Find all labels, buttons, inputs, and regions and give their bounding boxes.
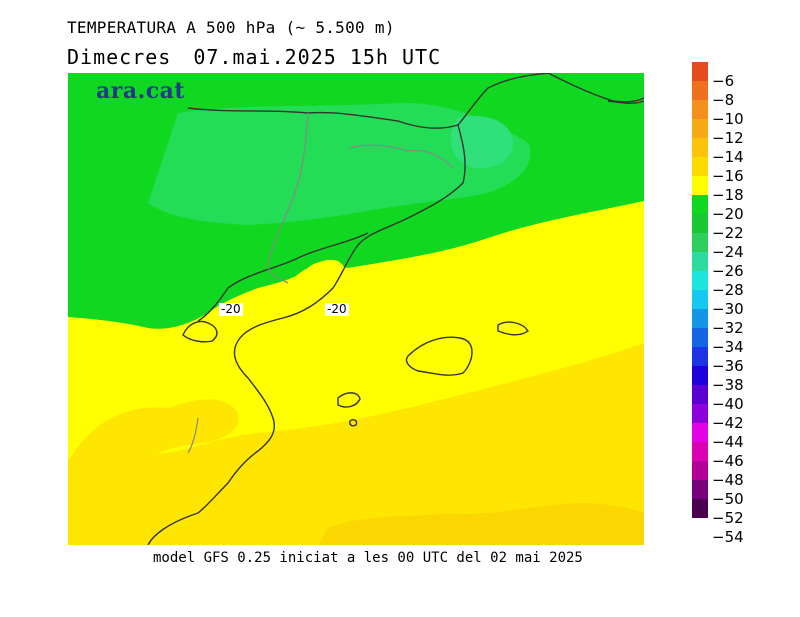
legend-swatch (692, 480, 708, 499)
legend-swatch (692, 385, 708, 404)
legend-label: −46 (712, 452, 744, 470)
legend-swatch (692, 138, 708, 157)
legend-label: −34 (712, 338, 744, 356)
legend-label: −16 (712, 167, 744, 185)
legend-label: −36 (712, 357, 744, 375)
legend-swatch (692, 195, 708, 214)
legend-swatch (692, 233, 708, 252)
band-green-mid (148, 102, 531, 225)
contour-label: -20 (219, 302, 243, 316)
band-green-light (450, 115, 513, 169)
legend-swatch (692, 461, 708, 480)
map-title: TEMPERATURA A 500 hPa (~ 5.500 m) (67, 18, 395, 37)
legend-label: −52 (712, 509, 744, 527)
legend-swatch (692, 347, 708, 366)
legend-label: −8 (712, 91, 735, 109)
legend-swatch (692, 176, 708, 195)
legend-label: −32 (712, 319, 744, 337)
legend-label: −24 (712, 243, 744, 261)
legend-label: −30 (712, 300, 744, 318)
legend-swatch (692, 252, 708, 271)
legend-label: −48 (712, 471, 744, 489)
legend-label: −14 (712, 148, 744, 166)
model-footer: model GFS 0.25 iniciat a les 00 UTC del … (153, 550, 583, 566)
coastline (147, 73, 644, 545)
legend-label: −40 (712, 395, 744, 413)
legend-label: −26 (712, 262, 744, 280)
band-orange-yellow (68, 343, 644, 545)
map-datetime: Dimecres 07.mai.2025 15h UTC (67, 45, 441, 69)
legend-swatch (692, 81, 708, 100)
legend-swatch (692, 290, 708, 309)
borders (187, 112, 454, 454)
legend-swatch (692, 423, 708, 442)
legend-label: −6 (712, 72, 735, 90)
legend-swatch (692, 62, 708, 81)
legend-swatch (692, 309, 708, 328)
legend-label: −44 (712, 433, 744, 451)
band-orange-light (318, 503, 644, 545)
legend-label: −42 (712, 414, 744, 432)
legend-label: −12 (712, 129, 744, 147)
legend-label: −22 (712, 224, 744, 242)
legend-swatch (692, 442, 708, 461)
legend-swatch (692, 214, 708, 233)
legend-label: −18 (712, 186, 744, 204)
legend-swatch (692, 119, 708, 138)
legend-label: −20 (712, 205, 744, 223)
legend-label: −54 (712, 528, 744, 546)
band-yellow-tongue (291, 259, 348, 294)
day-label: Dimecres (67, 45, 172, 69)
legend-label: −50 (712, 490, 744, 508)
temperature-map (68, 73, 644, 545)
legend-labels: −6 −8 −10 −12 −14 −16 −18 −20 −22 −24 −26 −28 −30 −32… (712, 72, 744, 547)
legend-swatch (692, 499, 708, 518)
legend-label: −10 (712, 110, 744, 128)
color-legend (692, 62, 708, 518)
legend-swatch (692, 404, 708, 423)
legend-label: −38 (712, 376, 744, 394)
brand-logo: ara.cat (96, 78, 186, 104)
date-label: 07.mai.2025 15h UTC (193, 45, 442, 69)
legend-swatch (692, 366, 708, 385)
legend-swatch (692, 328, 708, 347)
contour-label: -20 (325, 302, 349, 316)
legend-label: −28 (712, 281, 744, 299)
legend-swatch (692, 157, 708, 176)
legend-swatch (692, 100, 708, 119)
legend-swatch (692, 271, 708, 290)
